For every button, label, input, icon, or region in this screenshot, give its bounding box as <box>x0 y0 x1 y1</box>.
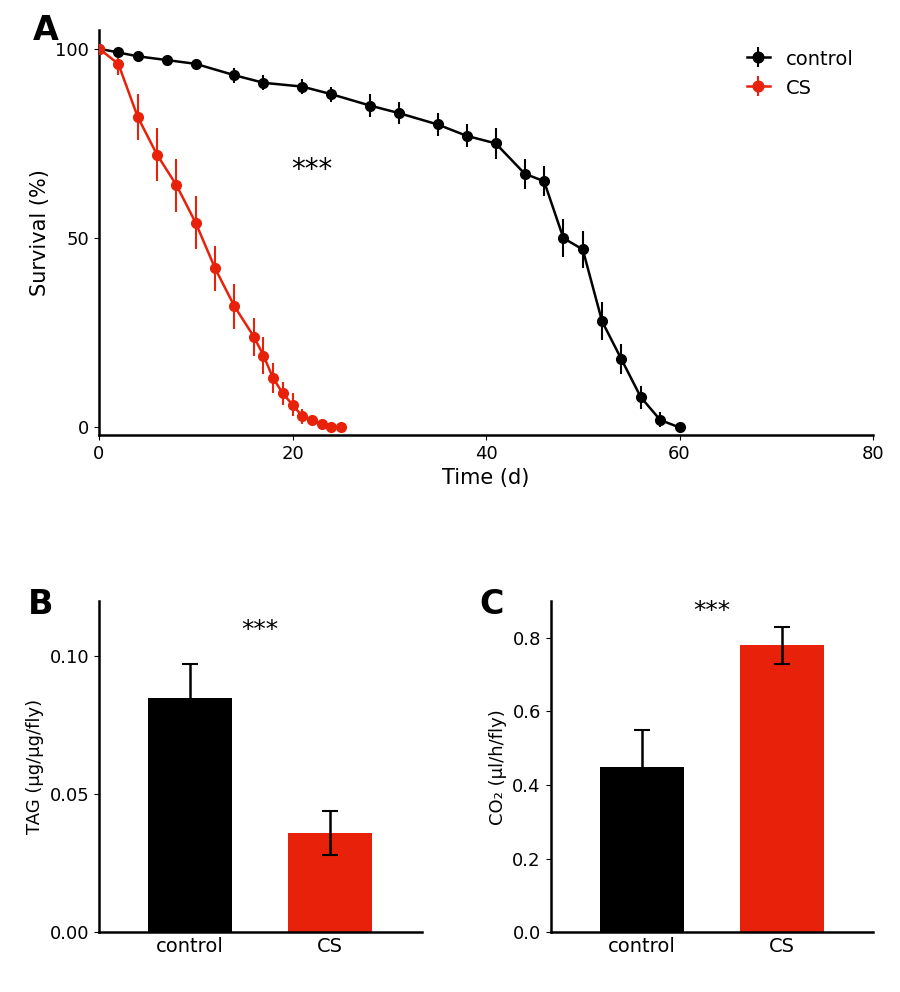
Text: C: C <box>480 587 504 621</box>
Bar <box>740 645 824 932</box>
Text: ***: *** <box>292 156 332 184</box>
Y-axis label: TAG (μg/μg/fly): TAG (μg/μg/fly) <box>26 699 44 834</box>
Text: A: A <box>33 14 59 47</box>
Y-axis label: Survival (%): Survival (%) <box>30 169 50 296</box>
Text: ***: *** <box>242 618 279 643</box>
Bar <box>288 833 373 932</box>
Text: ***: *** <box>693 599 730 623</box>
X-axis label: Time (d): Time (d) <box>442 468 530 488</box>
Text: B: B <box>28 587 54 621</box>
Bar <box>148 697 232 932</box>
Y-axis label: CO₂ (μl/h/fly): CO₂ (μl/h/fly) <box>489 709 507 824</box>
Legend: control, CS: control, CS <box>737 40 863 107</box>
Bar <box>599 767 684 932</box>
